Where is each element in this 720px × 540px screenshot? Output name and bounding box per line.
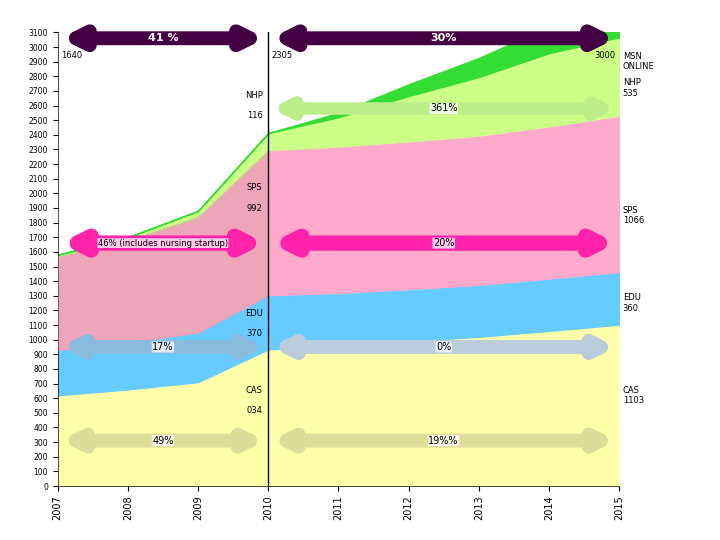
Text: 20%: 20% xyxy=(433,238,454,248)
Text: 034: 034 xyxy=(247,406,263,415)
Text: 992: 992 xyxy=(247,204,263,213)
Text: 116: 116 xyxy=(247,111,263,120)
Text: 46% (includes nursing startup): 46% (includes nursing startup) xyxy=(98,239,228,248)
Text: 41 %: 41 % xyxy=(148,33,179,43)
Text: 49%: 49% xyxy=(152,436,174,446)
Text: 1640: 1640 xyxy=(61,51,82,60)
Text: SPS: SPS xyxy=(247,183,263,192)
Text: 17%: 17% xyxy=(152,342,174,352)
Text: NHP
535: NHP 535 xyxy=(623,78,641,98)
Text: 3000: 3000 xyxy=(595,51,616,60)
Text: 0%: 0% xyxy=(436,342,451,352)
Text: 19%%: 19%% xyxy=(428,436,459,446)
Text: 370: 370 xyxy=(246,329,263,338)
Text: EDU: EDU xyxy=(245,309,263,318)
Text: NHP: NHP xyxy=(245,91,263,100)
Text: GROWTH SCENARIO TO 2015: GROWTH SCENARIO TO 2015 xyxy=(264,9,456,23)
Text: EDU
360: EDU 360 xyxy=(623,293,641,313)
Text: CAS: CAS xyxy=(246,386,263,395)
Text: SPS
1066: SPS 1066 xyxy=(623,206,644,225)
Text: 2305: 2305 xyxy=(271,51,293,60)
Text: MSN
ONLINE: MSN ONLINE xyxy=(623,52,654,71)
Text: 30%: 30% xyxy=(431,33,457,43)
Text: 361%: 361% xyxy=(430,104,457,113)
Text: CAS
1103: CAS 1103 xyxy=(623,386,644,405)
